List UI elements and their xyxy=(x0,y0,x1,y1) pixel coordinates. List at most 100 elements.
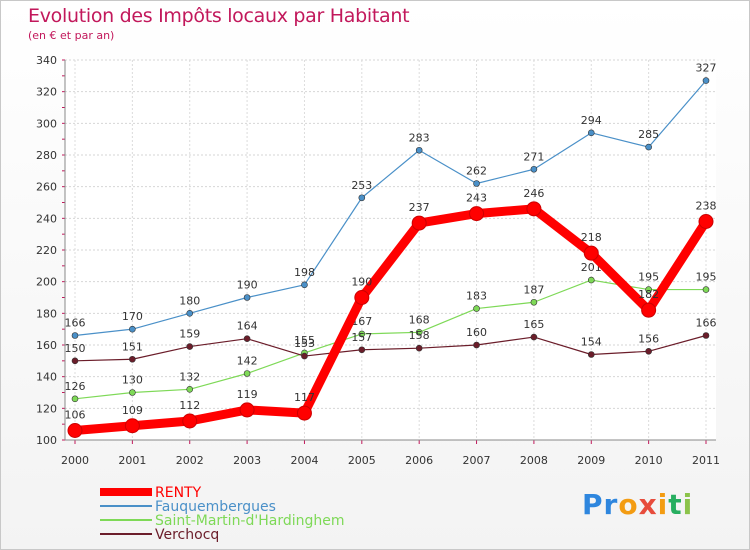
data-label: 126 xyxy=(65,380,86,393)
data-label: 165 xyxy=(523,318,544,331)
data-label: 170 xyxy=(122,310,143,323)
logo-letter: r xyxy=(603,488,619,521)
data-label: 195 xyxy=(696,271,717,284)
axes: 100 120 140 160 180 200 220 240 260 280 300 320 340 2… xyxy=(36,54,720,467)
series-verchocq: 150 151 159 164 153 157 158 160 165 154 156 166 xyxy=(65,317,717,365)
data-label: 253 xyxy=(351,179,372,192)
legend: RENTYFauquemberguesSaint-Martin-d'Hardin… xyxy=(100,485,345,543)
y-tick-label: 120 xyxy=(36,402,57,415)
chart-subtitle: (en € et par an) xyxy=(28,29,115,42)
data-label: 271 xyxy=(523,150,544,163)
data-point xyxy=(645,348,652,355)
data-point xyxy=(473,341,480,349)
data-label: 164 xyxy=(237,320,258,333)
data-point xyxy=(526,201,542,217)
data-label: 218 xyxy=(581,231,602,244)
data-point xyxy=(239,402,255,418)
legend-label: Saint-Martin-d'Hardinghem xyxy=(155,513,345,529)
x-tick-label: 2006 xyxy=(405,454,433,467)
y-tick-label: 260 xyxy=(36,181,57,194)
data-point xyxy=(186,343,194,350)
data-label: 153 xyxy=(294,337,315,350)
series-line xyxy=(74,334,707,362)
logo-letter: t xyxy=(668,488,683,521)
x-tick-label: 2001 xyxy=(118,454,146,467)
data-label: 285 xyxy=(638,128,659,141)
data-point xyxy=(702,286,710,293)
chart-title: Evolution des Impôts locaux par Habitant xyxy=(28,5,410,27)
data-point xyxy=(698,214,714,229)
logo-letter: i xyxy=(657,488,669,521)
data-label: 238 xyxy=(696,200,717,213)
data-point xyxy=(301,352,308,360)
x-tick-label: 2010 xyxy=(635,454,663,467)
legend-label: Verchocq xyxy=(155,527,219,543)
data-label: 150 xyxy=(65,342,86,355)
data-label: 187 xyxy=(523,283,544,296)
x-tick-label: 2008 xyxy=(520,454,548,467)
data-point xyxy=(243,370,251,377)
data-point xyxy=(702,332,710,339)
data-point xyxy=(473,305,480,312)
logo-letter: P xyxy=(582,488,604,521)
data-label: 132 xyxy=(179,370,200,383)
series-line xyxy=(74,279,707,400)
series-line xyxy=(70,204,711,435)
data-label: 112 xyxy=(179,399,200,412)
x-tick-label: 2003 xyxy=(233,454,261,467)
x-tick-label: 2011 xyxy=(692,454,720,467)
data-label: 159 xyxy=(179,328,200,341)
data-point xyxy=(71,357,79,365)
data-point xyxy=(358,330,366,338)
data-label: 195 xyxy=(638,271,659,284)
data-point xyxy=(530,298,538,306)
data-label: 166 xyxy=(696,317,717,330)
data-label: 283 xyxy=(409,131,430,144)
data-label: 294 xyxy=(581,114,602,127)
data-label: 156 xyxy=(638,332,659,345)
data-point xyxy=(67,423,83,438)
data-point xyxy=(129,355,136,363)
data-label: 155 xyxy=(294,334,315,347)
legend-label: RENTY xyxy=(155,485,202,501)
y-tick-label: 280 xyxy=(36,149,57,162)
data-point xyxy=(587,351,595,358)
data-label: 198 xyxy=(294,266,315,279)
x-tick-label: 2004 xyxy=(290,454,318,467)
data-label: 142 xyxy=(237,355,258,368)
data-point xyxy=(354,290,370,305)
data-point xyxy=(129,389,136,396)
data-label: 243 xyxy=(466,192,487,205)
data-label: 106 xyxy=(65,409,86,422)
data-point xyxy=(71,395,79,403)
data-point xyxy=(243,335,251,342)
data-point xyxy=(358,194,366,202)
data-label: 262 xyxy=(466,165,487,178)
y-tick-label: 300 xyxy=(36,117,57,130)
series-line xyxy=(74,79,707,337)
logo-letter: i xyxy=(682,488,694,521)
data-point xyxy=(129,325,136,333)
data-label: 117 xyxy=(294,391,315,404)
x-tick-label: 2000 xyxy=(61,454,89,467)
data-label: 151 xyxy=(122,340,143,353)
data-point xyxy=(71,332,79,339)
y-tick-label: 340 xyxy=(36,54,57,67)
data-label: 109 xyxy=(122,404,143,417)
legend-item: RENTY xyxy=(100,485,202,501)
data-point xyxy=(415,146,423,154)
data-point xyxy=(587,129,595,137)
data-label: 237 xyxy=(409,201,430,214)
data-point xyxy=(243,294,251,301)
data-label: 160 xyxy=(466,326,487,339)
data-label: 190 xyxy=(237,279,258,292)
data-point xyxy=(583,245,599,261)
data-label: 130 xyxy=(122,374,143,387)
y-tick-label: 180 xyxy=(36,307,57,320)
data-label: 154 xyxy=(581,336,602,349)
data-point xyxy=(641,302,657,318)
data-point xyxy=(186,386,194,393)
data-label: 190 xyxy=(351,276,372,289)
legend-item: Saint-Martin-d'Hardinghem xyxy=(100,513,345,529)
